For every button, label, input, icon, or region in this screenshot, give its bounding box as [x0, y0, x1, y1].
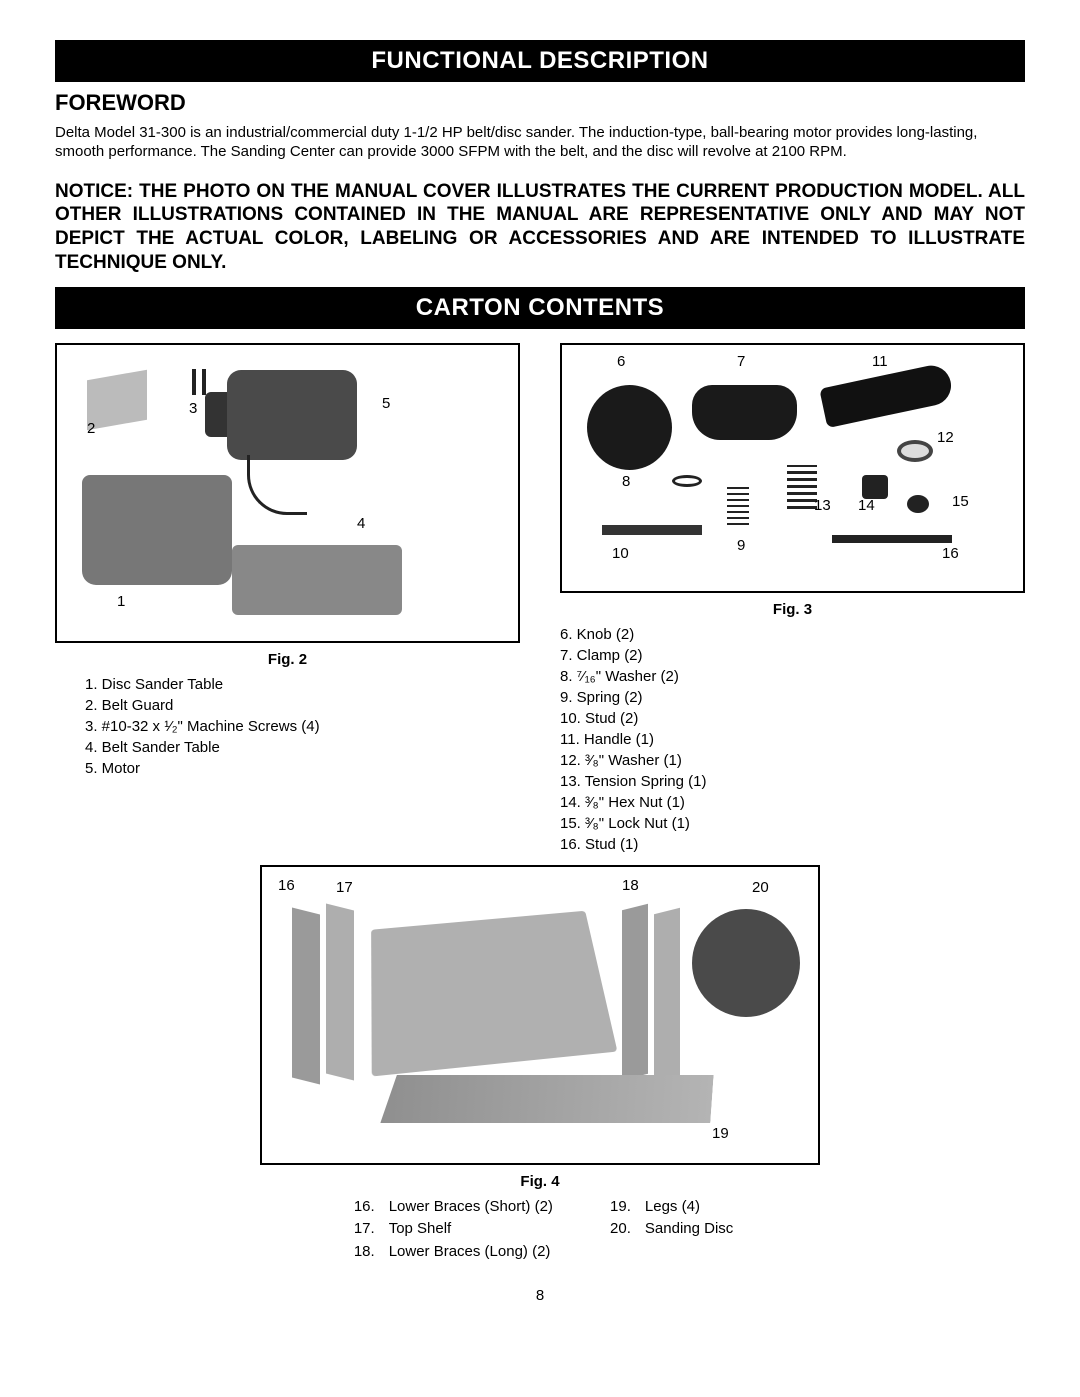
fig4-item-17-label: Top Shelf: [389, 1218, 452, 1241]
fig3-washer-7-16: [672, 475, 702, 487]
fig2-screws: [192, 369, 196, 395]
fig4-column: 16 17 18 19 20 Fig. 4 16. Lower Braces (S…: [55, 865, 1025, 1264]
fig2-motor-cord: [247, 455, 307, 515]
fig2-label-4: 4: [357, 515, 365, 532]
fig3-item-6: 6. Knob (2): [560, 624, 1025, 645]
fig4-top-shelf: [371, 910, 617, 1076]
fig3-tension-spring: [787, 465, 817, 509]
fig2-parts-list: 1. Disc Sander Table 2. Belt Guard 3. #1…: [85, 674, 520, 779]
figures-row: 1 2 3 4 5 Fig. 2 1. Disc Sander Table 2.…: [55, 343, 1025, 855]
fig2-item-4: 4. Belt Sander Table: [85, 737, 520, 758]
fig3-item-9: 9. Spring (2): [560, 687, 1025, 708]
fig3-diagram: 6 7 8 9 10 11 12 13 14 15 16: [560, 343, 1025, 593]
fig3-label-14: 14: [858, 497, 875, 514]
fig4-label-17: 17: [336, 879, 353, 896]
fig2-diagram: 1 2 3 4 5: [55, 343, 520, 643]
fig3-item-13: 13. Tension Spring (1): [560, 771, 1025, 792]
fig3-column: 6 7 8 9 10 11 12 13 14 15 16 Fig. 3 6. K…: [560, 343, 1025, 855]
fig2-disc-table: [82, 475, 232, 585]
fig4-parts-right: 19. Legs (4) 20. Sanding Disc: [603, 1196, 733, 1264]
notice-text: NOTICE: THE PHOTO ON THE MANUAL COVER IL…: [55, 180, 1025, 275]
fig3-label-7: 7: [737, 353, 745, 370]
fig4-lower-brace-long-1: [622, 903, 648, 1079]
fig3-knob: [587, 385, 672, 470]
fig3-label-9: 9: [737, 537, 745, 554]
fig4-item-18-label: Lower Braces (Long) (2): [389, 1241, 551, 1264]
fig3-item-16: 16. Stud (1): [560, 834, 1025, 855]
fig3-item-12: 12. ³⁄₈" Washer (1): [560, 750, 1025, 771]
fig3-caption: Fig. 3: [560, 601, 1025, 618]
fig2-label-3: 3: [189, 400, 197, 417]
fig2-belt-table: [232, 545, 402, 615]
fig4-item-19: 19. Legs (4): [603, 1196, 733, 1219]
fig4-item-20-num: 20.: [603, 1218, 631, 1241]
fig4-label-19: 19: [712, 1125, 729, 1142]
functional-description-banner: FUNCTIONAL DESCRIPTION: [55, 40, 1025, 82]
fig3-hex-nut: [862, 475, 888, 499]
fig3-item-10: 10. Stud (2): [560, 708, 1025, 729]
fig3-label-13: 13: [814, 497, 831, 514]
fig4-label-20: 20: [752, 879, 769, 896]
fig3-stud-16: [832, 535, 952, 543]
fig4-item-16-num: 16.: [347, 1196, 375, 1219]
fig2-caption: Fig. 2: [55, 651, 520, 668]
foreword-heading: FOREWORD: [55, 90, 1025, 116]
fig4-diagram: 16 17 18 19 20: [260, 865, 820, 1165]
fig4-item-17-num: 17.: [347, 1218, 375, 1241]
fig4-item-20: 20. Sanding Disc: [603, 1218, 733, 1241]
fig3-item-14: 14. ³⁄₈" Hex Nut (1): [560, 792, 1025, 813]
fig2-label-5: 5: [382, 395, 390, 412]
fig3-parts-list: 6. Knob (2) 7. Clamp (2) 8. ⁷⁄₁₆" Washer…: [560, 624, 1025, 855]
fig4-leg: [380, 1075, 713, 1123]
fig3-label-11: 11: [872, 353, 888, 370]
fig2-item-2: 2. Belt Guard: [85, 695, 520, 716]
fig3-label-15: 15: [952, 493, 969, 510]
fig4-label-16: 16: [278, 877, 295, 894]
fig4-parts-list: 16. Lower Braces (Short) (2) 17. Top Shelf…: [347, 1196, 734, 1264]
fig4-item-19-label: Legs (4): [645, 1196, 700, 1219]
fig3-label-10: 10: [612, 545, 629, 562]
fig4-item-20-label: Sanding Disc: [645, 1218, 733, 1241]
fig2-label-2: 2: [87, 420, 95, 437]
fig2-belt-guard: [87, 369, 147, 430]
fig4-caption: Fig. 4: [520, 1173, 559, 1190]
fig4-item-18-num: 18.: [347, 1241, 375, 1264]
fig4-lower-brace-long-2: [654, 907, 680, 1083]
fig2-label-1: 1: [117, 593, 125, 610]
fig3-label-8: 8: [622, 473, 630, 490]
fig3-item-15: 15. ³⁄₈" Lock Nut (1): [560, 813, 1025, 834]
fig3-label-16: 16: [942, 545, 959, 562]
carton-contents-banner: CARTON CONTENTS: [55, 287, 1025, 329]
fig4-item-16-label: Lower Braces (Short) (2): [389, 1196, 553, 1219]
fig3-spring: [727, 485, 749, 525]
fig3-label-12: 12: [937, 429, 954, 446]
fig3-washer-3-8: [897, 440, 933, 462]
fig4-item-16: 16. Lower Braces (Short) (2): [347, 1196, 553, 1219]
fig4-parts-left: 16. Lower Braces (Short) (2) 17. Top Shelf…: [347, 1196, 553, 1264]
fig4-item-18: 18. Lower Braces (Long) (2): [347, 1241, 553, 1264]
fig2-item-3: 3. #10-32 x ¹⁄₂" Machine Screws (4): [85, 716, 520, 737]
fig2-item-1: 1. Disc Sander Table: [85, 674, 520, 695]
fig3-handle: [819, 361, 954, 427]
fig2-item-5: 5. Motor: [85, 758, 520, 779]
fig3-clamp: [692, 385, 797, 440]
fig3-item-8: 8. ⁷⁄₁₆" Washer (2): [560, 666, 1025, 687]
fig4-item-19-num: 19.: [603, 1196, 631, 1219]
fig3-lock-nut: [907, 495, 929, 513]
fig3-stud-10: [602, 525, 702, 535]
fig3-label-6: 6: [617, 353, 625, 370]
fig2-column: 1 2 3 4 5 Fig. 2 1. Disc Sander Table 2.…: [55, 343, 520, 855]
fig4-item-17: 17. Top Shelf: [347, 1218, 553, 1241]
fig2-motor: [227, 370, 357, 460]
foreword-body: Delta Model 31-300 is an industrial/comm…: [55, 124, 1025, 162]
fig4-lower-brace-short-1: [292, 907, 320, 1084]
fig4-sanding-disc: [692, 909, 800, 1017]
fig3-item-11: 11. Handle (1): [560, 729, 1025, 750]
fig3-item-7: 7. Clamp (2): [560, 645, 1025, 666]
page-number: 8: [55, 1287, 1025, 1304]
fig4-label-18: 18: [622, 877, 639, 894]
fig4-lower-brace-short-2: [326, 903, 354, 1080]
